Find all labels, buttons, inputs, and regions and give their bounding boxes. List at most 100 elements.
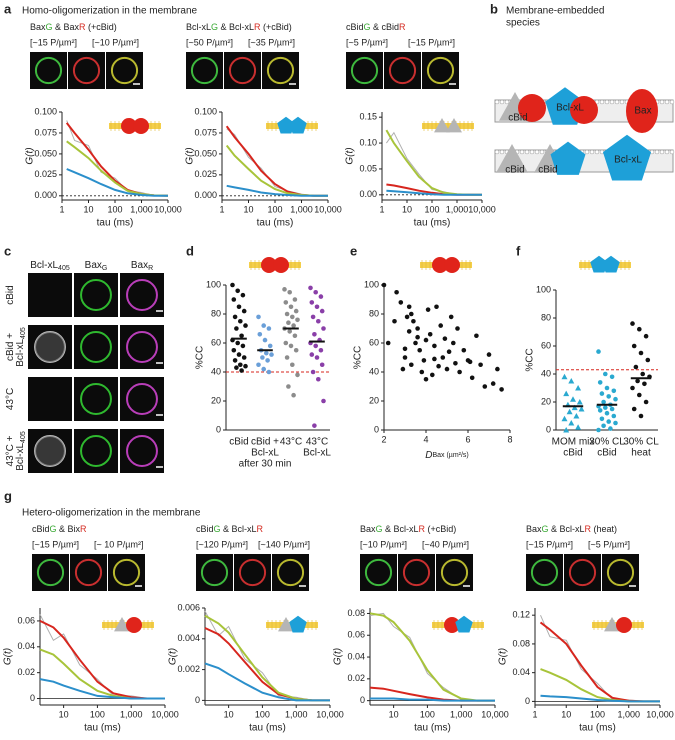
data-point (231, 297, 237, 302)
data-point (436, 363, 441, 369)
data-point (282, 287, 287, 292)
y-tick-label: 0 (525, 696, 530, 706)
chart-subtitle: [~50 P/µm²] (186, 37, 233, 47)
data-point (284, 355, 290, 360)
x-tick-label: 10 (59, 709, 69, 719)
row-part: Bcl-xL (15, 443, 26, 471)
data-point (474, 333, 479, 339)
row-label: Bcl-xL405 (15, 327, 28, 367)
lipid-head (519, 149, 525, 155)
data-point (603, 405, 608, 410)
y-tick-label: 0 (360, 695, 365, 705)
y-tick-label: 0.15 (359, 112, 377, 122)
data-point (432, 343, 437, 349)
x-tick-label: 10,000 (468, 204, 496, 214)
vesicle (80, 331, 112, 363)
lipid-head (499, 149, 505, 155)
data-point (486, 352, 492, 357)
data-point (312, 332, 317, 337)
data-point (575, 424, 582, 430)
y-tick-label: 0.02 (347, 673, 365, 683)
protein-icon (273, 257, 289, 273)
x-tick-label: 10,000 (646, 709, 674, 719)
y-tick-label: 20 (211, 395, 221, 405)
y-axis-label: %CC (195, 346, 206, 369)
lipid-head (659, 149, 665, 155)
title-part: Bax (526, 524, 542, 534)
data-point (312, 423, 317, 428)
data-point (256, 314, 261, 320)
data-point (291, 323, 296, 328)
y-tick-label: 0.100 (34, 106, 57, 116)
data-point (286, 384, 291, 389)
x-tick-label: 30% CL (589, 437, 625, 448)
vesicle-fill (35, 332, 65, 362)
lipid-head (539, 149, 545, 155)
lipid-head (494, 149, 500, 155)
data-point (413, 340, 418, 346)
data-point (599, 416, 605, 422)
chart-title: Bcl-xLG & Bcl-xLR (+cBid) (186, 22, 292, 32)
vesicle (190, 56, 219, 85)
data-point (309, 352, 315, 357)
protein-icon (133, 118, 149, 134)
data-point (576, 399, 583, 405)
lipid-head (504, 99, 510, 105)
protein-icon (434, 118, 450, 133)
row-part: 405 (20, 327, 27, 339)
y-tick-label: 80 (211, 308, 221, 318)
data-point (570, 396, 576, 402)
data-point (415, 334, 420, 340)
data-point (425, 307, 431, 312)
data-point (630, 385, 635, 391)
protein-icon (444, 257, 460, 273)
lipid-head (534, 149, 540, 155)
data-point (640, 371, 645, 377)
data-point (596, 349, 601, 354)
y-tick-label: 0.000 (194, 190, 217, 200)
data-point (286, 320, 291, 326)
x-tick-label: Bcl-xL (303, 448, 331, 459)
data-point (310, 369, 316, 375)
data-point (563, 390, 570, 397)
data-point (240, 292, 246, 298)
y-tick-label: 0 (195, 695, 200, 705)
y-tick-label: 0.025 (34, 169, 57, 179)
data-point (611, 413, 617, 419)
data-point (283, 300, 289, 305)
data-point (430, 372, 435, 378)
vesicle (388, 56, 417, 85)
chart-subtitle: [~35 P/µm²] (248, 37, 295, 47)
lipid-head (664, 149, 670, 155)
data-point (427, 332, 433, 337)
x-tick-label: 1,000 (290, 204, 313, 214)
fit-curve (370, 697, 495, 702)
y-tick-label: 60 (541, 340, 551, 350)
chart-subtitle: [~10 P/µm²] (92, 37, 139, 47)
data-point (482, 384, 488, 389)
vesicle (72, 56, 101, 85)
x-tick-label: cBid (597, 448, 616, 459)
data-point (293, 308, 299, 314)
title-part: Bcl-xL (186, 22, 211, 32)
row-part: Bcl-xL (15, 339, 26, 367)
data-point (561, 373, 568, 380)
x-tick-label: cBid (229, 437, 248, 448)
y-tick-label: 40 (369, 366, 379, 376)
protein-icon (278, 617, 294, 632)
data-point (316, 318, 321, 324)
row-label: 43°C + (5, 435, 16, 466)
x-tick-label: 100 (107, 204, 122, 214)
data-point (321, 398, 326, 404)
data-point (293, 347, 299, 353)
protein-icon (602, 134, 652, 181)
data-point (499, 387, 504, 392)
panel-title: species (506, 18, 540, 29)
vesicle (606, 558, 635, 587)
x-tick-label: 100 (255, 709, 270, 719)
data-point (385, 340, 391, 346)
x-tick-label: 4 (423, 434, 428, 444)
chart-subtitle: [~10 P/µm²] (360, 539, 407, 549)
species-label: Bax (634, 106, 651, 117)
